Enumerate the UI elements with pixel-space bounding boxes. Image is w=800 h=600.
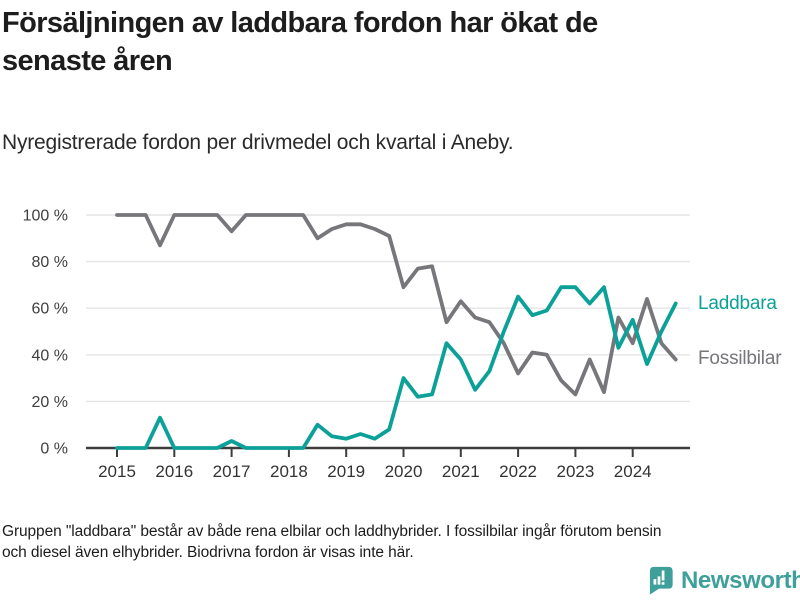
x-tick-label: 2021 (442, 462, 480, 481)
series-label-fossilbilar: Fossilbilar (698, 348, 782, 370)
series-line-laddbara (115, 285, 678, 450)
line-chart: 0 % 20 % 40 % 60 % 80 % 100 % 2015 2016 2017 2018… (23, 208, 690, 481)
y-tick-label: 40 % (32, 347, 68, 364)
y-tick-label: 0 % (40, 441, 68, 458)
y-tick-label: 80 % (32, 254, 68, 271)
x-tick-label: 2020 (385, 462, 423, 481)
chart-footnote: Gruppen "laddbara" består av både rena e… (2, 523, 662, 561)
x-tick-label: 2024 (614, 462, 652, 481)
newsworthy-logo-text: Newsworthy (681, 566, 800, 594)
chart-subtitle: Nyregistrerade fordon per drivmedel och … (2, 131, 514, 154)
y-tick-label: 60 % (32, 301, 68, 318)
x-tick-label: 2015 (98, 462, 136, 481)
x-tick-label: 2022 (499, 462, 537, 481)
x-tick-label: 2019 (327, 462, 365, 481)
x-tick-label: 2018 (270, 462, 308, 481)
newsworthy-logo-icon (649, 566, 673, 595)
series-line-fossilbilar (115, 213, 678, 397)
chart-title: Försäljningen av laddbara fordon har öka… (2, 7, 598, 77)
newsworthy-brand: Newsworthy (644, 564, 800, 597)
y-tick-label: 100 % (23, 208, 68, 225)
x-tick-label: 2016 (155, 462, 193, 481)
series-label-laddbara: Laddbara (698, 292, 777, 314)
y-tick-label: 20 % (32, 394, 68, 411)
x-tick-label: 2017 (213, 462, 251, 481)
x-tick-label: 2023 (556, 462, 594, 481)
